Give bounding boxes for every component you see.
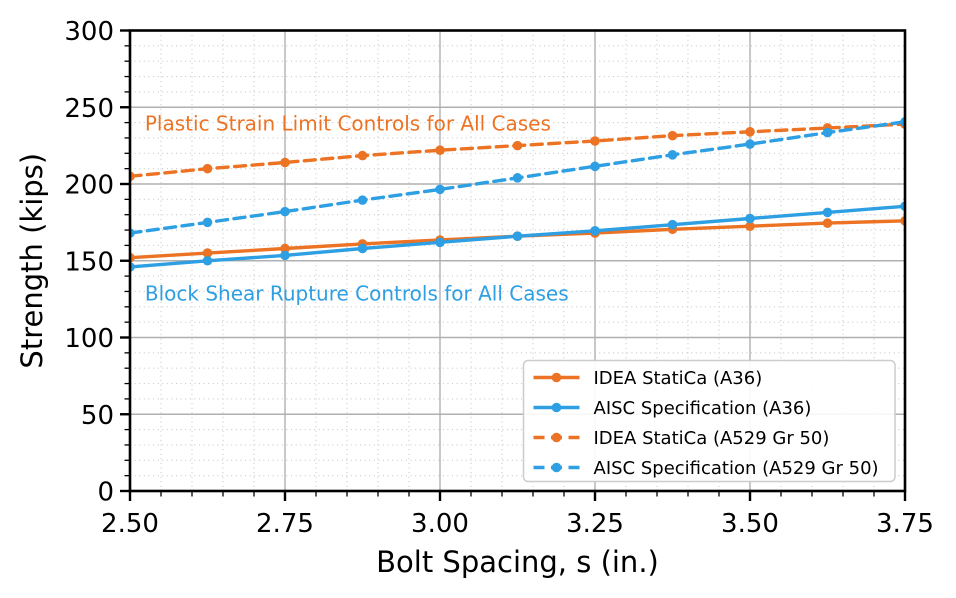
legend-swatch-marker [551, 402, 562, 413]
series-marker-aisc-specification-a529-gr-50 [667, 150, 678, 160]
series-marker-aisc-specification-a529-gr-50 [202, 217, 213, 228]
series-marker-idea-statica-a529-gr-50 [435, 145, 445, 156]
axis-ticks [120, 29, 907, 501]
series-marker-idea-statica-a529-gr-50 [667, 130, 678, 141]
annotation-block-shear-rupture: Block Shear Rupture Controls for All Cas… [145, 282, 569, 306]
legend-entry-aisc-specification-a36: AISC Specification (A36) [533, 398, 812, 419]
series-marker-idea-statica-a529-gr-50 [745, 127, 755, 137]
y-axis-tick-label: 150 [64, 247, 114, 277]
legend-entry-label: AISC Specification (A36) [594, 398, 812, 419]
series-marker-aisc-specification-a36 [745, 213, 755, 224]
series-marker-idea-statica-a529-gr-50 [357, 150, 368, 161]
y-axis-title: Strength (kips) [15, 153, 49, 369]
legend-entry-idea-statica-a36: IDEA StatiCa (A36) [533, 368, 763, 389]
y-axis-tick-label: 200 [64, 171, 114, 201]
series-marker-aisc-specification-a36 [822, 207, 833, 218]
series-marker-idea-statica-a529-gr-50 [512, 140, 523, 151]
x-axis-title: Bolt Spacing, s (in.) [376, 545, 659, 579]
series-marker-aisc-specification-a36 [435, 237, 445, 248]
annotation-plastic-strain-limit: Plastic Strain Limit Controls for All Ca… [145, 111, 551, 135]
series-marker-aisc-specification-a529-gr-50 [590, 161, 600, 172]
tick-labels: 2.50 2.75 3.00 3.25 3.50 3.75 0 50 100 150 200 250 3… [64, 17, 934, 539]
y-axis-tick-label: 50 [81, 401, 114, 431]
x-axis-tick-label: 3.00 [411, 509, 469, 539]
legend-entry-idea-statica-a529-gr-50: IDEA StatiCa (A529 Gr 50) [533, 428, 830, 449]
series-marker-idea-statica-a529-gr-50 [590, 136, 600, 146]
x-axis-tick-label: 3.75 [876, 509, 934, 539]
series-marker-aisc-specification-a529-gr-50 [357, 195, 368, 205]
x-axis-tick-label: 3.25 [566, 509, 624, 539]
legend: IDEA StatiCa (A36) AISC Specification (A3… [522, 359, 896, 483]
series-marker-idea-statica-a36 [280, 243, 290, 254]
series-marker-idea-statica-a529-gr-50 [280, 157, 290, 168]
series-marker-aisc-specification-a529-gr-50 [512, 173, 523, 183]
series-marker-aisc-specification-a36 [280, 250, 290, 261]
legend-entry-label: IDEA StatiCa (A529 Gr 50) [594, 428, 830, 449]
x-axis-tick-label: 2.75 [256, 509, 314, 539]
series-marker-aisc-specification-a36 [667, 219, 678, 230]
series-marker-aisc-specification-a529-gr-50 [435, 184, 445, 195]
series-marker-idea-statica-a36 [822, 218, 833, 228]
series-marker-aisc-specification-a36 [357, 243, 368, 254]
y-axis-tick-label: 100 [64, 324, 114, 354]
legend-swatch-marker [551, 372, 562, 383]
series-marker-aisc-specification-a36 [512, 231, 523, 241]
series-marker-idea-statica-a529-gr-50 [202, 163, 213, 174]
y-axis-tick-label: 300 [64, 17, 114, 47]
x-axis-tick-label: 3.50 [721, 509, 779, 539]
legend-entry-aisc-specification-a529-gr-50: AISC Specification (A529 Gr 50) [533, 458, 879, 479]
legend-box [522, 359, 896, 483]
series-marker-idea-statica-a36 [745, 221, 755, 232]
legend-swatch-marker [551, 432, 562, 443]
series-marker-aisc-specification-a529-gr-50 [822, 127, 833, 138]
series-marker-idea-statica-a36 [202, 248, 213, 258]
y-axis-tick-label: 0 [97, 478, 114, 508]
x-axis-tick-label: 2.50 [101, 509, 159, 539]
series-marker-aisc-specification-a36 [202, 255, 213, 266]
legend-entry-label: IDEA StatiCa (A36) [594, 368, 763, 389]
y-axis-tick-label: 250 [64, 94, 114, 124]
legend-entry-label: AISC Specification (A529 Gr 50) [594, 458, 879, 479]
series-marker-aisc-specification-a36 [590, 226, 600, 236]
legend-swatch-marker [551, 462, 562, 473]
series-layer [130, 117, 905, 272]
series-marker-aisc-specification-a529-gr-50 [280, 206, 290, 217]
series-marker-aisc-specification-a529-gr-50 [745, 139, 755, 149]
